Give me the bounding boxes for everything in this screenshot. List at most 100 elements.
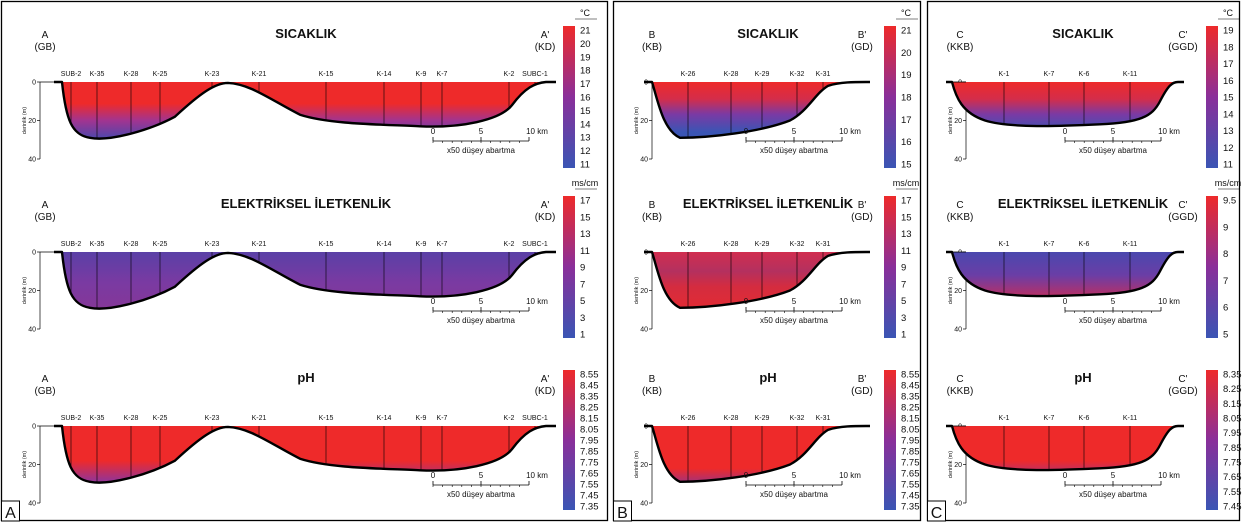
left-end-label: A [42,374,49,385]
depth-tick-label: 20 [640,462,648,469]
section-conductivity: ELEKTRİKSEL İLETKENLİK C(KKB) C'(GGD) 0 20 40… [946,178,1241,341]
station-label: K-7 [1044,241,1055,248]
colorbar-tick-label: 3 [901,313,906,324]
colorbar [884,26,896,168]
station-label: K-25 [153,71,168,78]
colorbar-tick-label: 17 [901,196,912,207]
lake-bottom-profile [946,424,1184,472]
section-title: pH [297,370,314,385]
colorbar-tick-label: 1 [580,330,585,341]
right-end-label: B' [858,30,867,41]
left-end-direction: (GB) [34,42,55,53]
colorbar-tick-label: 8.05 [901,425,920,436]
colorbar-unit: °C [901,8,912,18]
station-label: K-25 [153,241,168,248]
lake-bottom-profile [54,424,556,484]
right-end-label: A' [541,374,550,385]
colorbar-unit: ms/cm [893,178,920,188]
section-ph: pH A(GB) A'(KD) 0 20 40 derinlik (m) SUB-2 K-35 K… [22,370,599,513]
station-label: K-32 [790,241,805,248]
colorbar-tick-label: 20 [580,39,591,50]
right-end-direction: (KD) [535,42,556,53]
colorbar-tick-label: 7.45 [1223,502,1242,513]
colorbar-tick-label: 13 [901,229,912,240]
station-label: K-2 [504,415,515,422]
scale-bar-tick-label: 5 [479,127,484,136]
station-label: SUBC-1 [522,415,548,422]
depth-axis-label: derinlik (m) [22,277,28,304]
station-label: K-2 [504,241,515,248]
colorbar-tick-label: 9 [901,263,906,274]
station-label: K-32 [790,71,805,78]
depth-tick-label: 20 [28,288,36,295]
scale-bar-caption: x50 düşey abartma [760,146,829,155]
station-label: K-9 [416,71,427,78]
station-label: K-7 [1044,71,1055,78]
colorbar-tick-label: 7.35 [901,502,920,513]
right-end-label: B' [858,200,867,211]
scale-bar-tick-label: 0 [1063,127,1068,136]
scale-bar-tick-label: 0 [1063,471,1068,480]
colorbar-tick-label: 21 [580,26,591,37]
depth-tick-label: 40 [954,157,962,164]
station-label: K-31 [816,415,831,422]
panel-frame [926,0,1241,522]
left-end-direction: (GB) [34,212,55,223]
colorbar-tick-label: 14 [1223,109,1234,120]
left-end-label: B [649,200,656,211]
left-end-direction: (KB) [642,42,662,53]
colorbar-tick-label: 7 [1223,276,1228,287]
depth-tick-label: 20 [954,288,962,295]
left-end-label: A [42,200,49,211]
depth-tick-label: 0 [32,424,36,431]
left-end-label: B [649,374,656,385]
section-title: SICAKLIK [275,26,337,41]
right-end-label: C' [1178,30,1187,41]
depth-tick-label: 40 [640,327,648,334]
scale-bar-tick-label: 10 km [1158,297,1180,306]
depth-axis-label: derinlik (m) [634,451,640,478]
colorbar-tick-label: 19 [1223,26,1234,37]
depth-tick-label: 20 [954,118,962,125]
scale-bar-tick-label: 0 [431,297,436,306]
station-label: K-29 [755,415,770,422]
station-label: K-11 [1123,415,1137,422]
left-end-label: C [956,200,963,211]
station-label: K-26 [681,241,696,248]
colorbar-tick-label: 7.85 [1223,443,1242,454]
scale-bar-tick-label: 5 [1111,471,1116,480]
left-end-label: C [956,374,963,385]
station-label: K-1 [999,241,1010,248]
colorbar-tick-label: 15 [1223,93,1234,104]
section-conductivity: ELEKTRİKSEL İLETKENLİK A(GB) A'(KD) 0 20 40 de… [22,178,598,341]
depth-tick-label: 20 [640,288,648,295]
right-end-label: C' [1178,374,1187,385]
scale-bar-tick-label: 0 [431,127,436,136]
colorbar-tick-label: 7.65 [1223,472,1242,483]
depth-axis-label: derinlik (m) [22,107,28,134]
colorbar-tick-label: 18 [1223,42,1234,53]
panel-letter-box [1,500,20,522]
depth-axis-label: derinlik (m) [22,451,28,478]
lake-bottom-profile [946,80,1184,128]
left-end-direction: (KKB) [947,212,974,223]
scale-bar-caption: x50 düşey abartma [447,490,516,499]
lake-bottom-profile [644,250,870,310]
colorbar-tick-label: 8.25 [580,403,599,414]
colorbar-tick-label: 5 [1223,330,1228,341]
colorbar-tick-label: 11 [580,160,590,171]
station-label: K-31 [816,241,831,248]
colorbar-tick-label: 7.45 [580,491,599,502]
colorbar-unit: °C [580,8,591,18]
station-label: K-21 [252,71,267,78]
scale-bar-caption: x50 düşey abartma [1079,146,1148,155]
station-label: K-14 [377,71,392,78]
station-label: K-14 [377,241,392,248]
depth-tick-label: 20 [28,118,36,125]
scale-bar-tick-label: 10 km [526,471,548,480]
colorbar-tick-label: 17 [580,79,591,90]
colorbar-tick-label: 8.35 [901,392,920,403]
scale-bar-caption: x50 düşey abartma [1079,490,1148,499]
